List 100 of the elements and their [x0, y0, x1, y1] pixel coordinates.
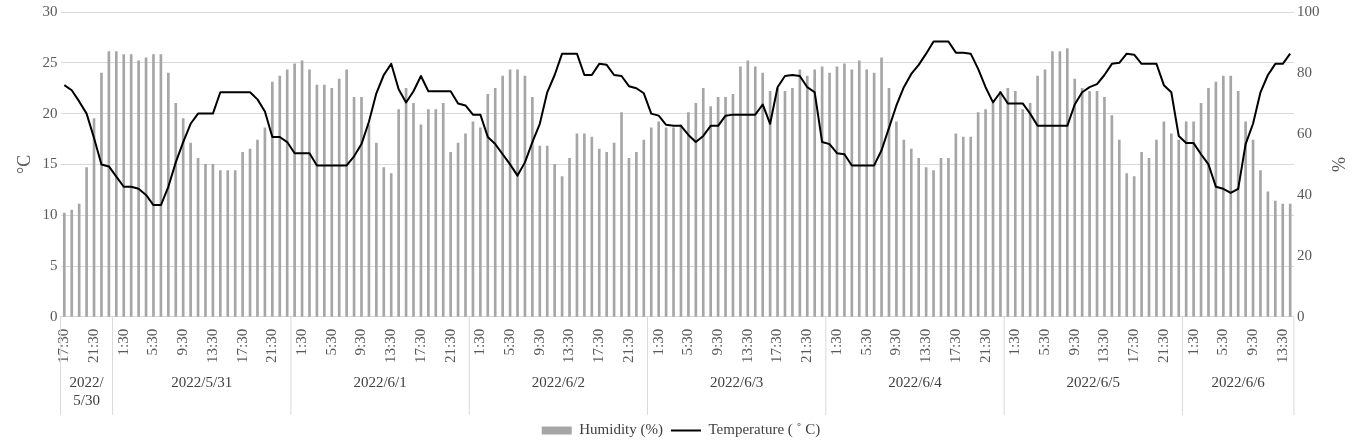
bar	[739, 66, 742, 317]
bar	[181, 118, 185, 317]
bar	[167, 72, 170, 317]
bar	[174, 103, 178, 317]
text: 2022/6/4	[887, 373, 943, 391]
x-tick-label: 21:30	[976, 328, 993, 363]
x-tick-label: 9:30	[530, 328, 547, 356]
bar	[761, 72, 765, 317]
y2-tick-label: 20	[1296, 246, 1312, 263]
bar	[129, 54, 133, 317]
text: 2022/5/31	[170, 373, 234, 391]
bar	[857, 60, 861, 317]
bar	[909, 148, 913, 317]
bar	[1155, 139, 1158, 317]
y-tick-label: 20	[42, 104, 58, 121]
bar	[776, 87, 779, 317]
bar	[813, 69, 817, 317]
bar	[828, 72, 831, 317]
x-tick-label: 13:30	[738, 328, 755, 363]
bar	[1140, 151, 1143, 317]
bar	[805, 75, 809, 317]
bar	[1125, 173, 1129, 317]
text: 2022/5/30	[68, 373, 105, 409]
bar	[1169, 133, 1173, 317]
bar	[330, 87, 334, 317]
x-tick-label: 21:30	[263, 328, 280, 363]
legend-label: Humidity (%)	[579, 421, 663, 439]
bar	[285, 69, 289, 317]
y-tick-label: 30	[42, 2, 58, 19]
x-tick-label: 17:30	[55, 328, 72, 363]
bar	[1051, 51, 1054, 317]
x-tick-label: 17:30	[233, 328, 250, 363]
bar	[753, 66, 757, 317]
bar	[880, 57, 883, 317]
x-tick-label: 9:30	[887, 328, 904, 356]
x-tick-label: 13:30	[1273, 328, 1290, 363]
bar	[219, 170, 222, 317]
y-axis-title: °C	[13, 154, 34, 175]
x-tick-label: 5:30	[1214, 328, 1231, 356]
y2-tick-label: 40	[1296, 185, 1312, 202]
bar	[62, 212, 66, 317]
x-tick-label: 1:30	[293, 328, 309, 356]
bar	[293, 63, 296, 317]
bar	[568, 157, 571, 317]
bar	[85, 167, 88, 317]
bar	[895, 121, 898, 317]
bar	[1036, 75, 1039, 317]
x-tick-label: 17:30	[1125, 328, 1142, 363]
x-tick-label: 13:30	[203, 328, 220, 363]
x-tick-label: 21:30	[84, 328, 101, 363]
bar	[77, 203, 81, 317]
y-tick-label: 15	[42, 155, 58, 172]
bar	[479, 127, 482, 317]
bar	[545, 145, 549, 317]
x-tick-label: 17:30	[411, 328, 428, 363]
y2-tick-label: 60	[1296, 124, 1312, 141]
bar	[382, 167, 386, 317]
bar	[337, 78, 341, 317]
x-tick-label: 21:30	[441, 328, 458, 363]
bar	[1088, 90, 1091, 317]
y-tick-label: 25	[42, 53, 58, 70]
bar	[1177, 139, 1181, 317]
bar	[1259, 170, 1262, 317]
bar	[1274, 200, 1277, 317]
x-tick-label: 5:30	[322, 328, 339, 356]
bar	[1184, 121, 1188, 317]
bar	[984, 109, 987, 317]
bar	[590, 136, 594, 317]
bar	[137, 60, 140, 317]
bar	[464, 133, 467, 317]
bar	[70, 209, 74, 317]
bar	[256, 139, 259, 317]
bar	[969, 136, 973, 317]
bar	[701, 87, 705, 317]
bar	[1229, 75, 1233, 317]
x-tick-label: 5:30	[501, 328, 518, 356]
x-tick-label: 1:30	[649, 328, 666, 356]
bar	[635, 151, 638, 317]
y-tick-label: 10	[42, 206, 58, 223]
x-tick-label: 13:30	[382, 328, 399, 363]
x-tick-label: 21:30	[1154, 328, 1171, 363]
bar	[1013, 90, 1017, 317]
x-tick-label: 17:30	[768, 328, 785, 363]
bar	[389, 173, 393, 317]
x-tick-label: 21:30	[798, 328, 815, 363]
bar	[345, 69, 348, 317]
bar	[620, 112, 623, 317]
x-tick-label: 5:30	[144, 328, 161, 356]
bar	[694, 103, 698, 317]
x-tick-label: 9:30	[174, 328, 191, 356]
bar	[1207, 87, 1210, 317]
bar	[241, 151, 244, 317]
x-tick-label: 1:30	[471, 328, 488, 356]
bar	[709, 106, 713, 317]
y2-tick-label: 0	[1296, 307, 1305, 324]
bar	[1288, 203, 1292, 317]
x-tick-label: 9:30	[1243, 328, 1260, 356]
text: 2022/6/3	[709, 373, 765, 391]
x-tick-label: 1:30	[1184, 328, 1201, 356]
x-tick-label: 1:30	[114, 328, 131, 356]
